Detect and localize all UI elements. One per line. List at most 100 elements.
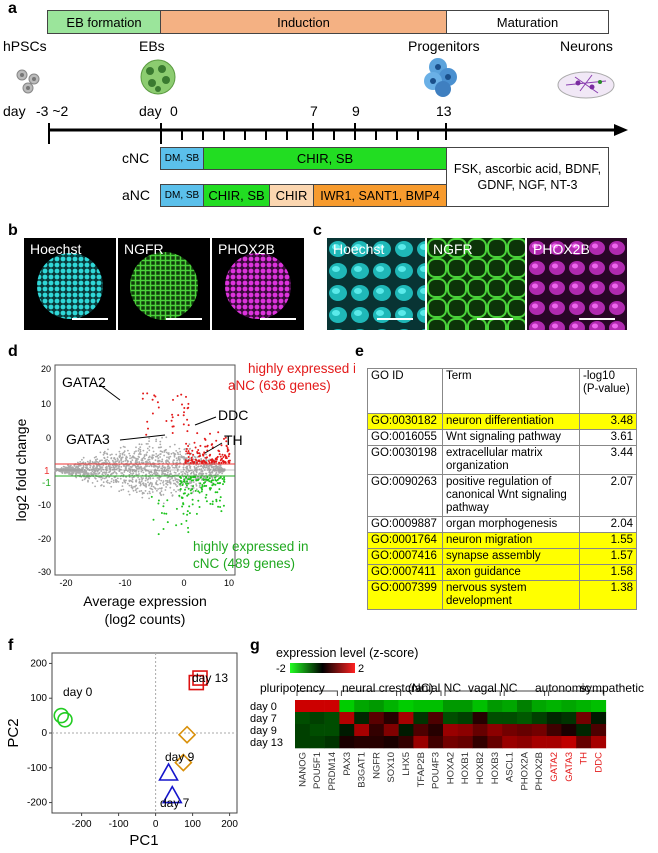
- ma-point-down: [186, 480, 188, 483]
- heatmap-cell: [561, 724, 577, 737]
- ma-point: [171, 464, 174, 467]
- ma-point: [209, 473, 212, 476]
- ma-point: [117, 459, 119, 461]
- ma-point: [115, 472, 118, 475]
- ma-point: [69, 465, 71, 468]
- micrograph-b-hoechst: Hoechst: [24, 238, 116, 330]
- panel-label-d: d: [8, 343, 18, 360]
- ma-point: [115, 468, 118, 471]
- ma-point: [200, 470, 203, 472]
- ma-point: [134, 485, 137, 488]
- ma-point: [123, 479, 125, 482]
- hm-col-label: HOXB3: [490, 752, 501, 784]
- ma-point: [182, 455, 185, 458]
- ma-point: [180, 471, 183, 473]
- ma-point-down: [187, 531, 190, 534]
- hm-group-bracket: [296, 690, 338, 696]
- ma-point: [95, 455, 97, 458]
- ma-point: [145, 465, 147, 468]
- ma-point-down: [157, 499, 160, 502]
- ma-point-down: [198, 506, 201, 508]
- ma-point-up: [210, 459, 212, 461]
- ma-point-up: [187, 450, 190, 453]
- ma-point: [135, 459, 137, 462]
- ma-point: [157, 457, 160, 459]
- ma-point: [159, 443, 162, 446]
- heatmap-cell: [502, 736, 518, 749]
- hm-col-label: TFAP2B: [416, 752, 427, 787]
- pca-plot: -200 -100 0 100 200 200 100 0 -100 -200 PC2 PC1 d…: [5, 652, 238, 849]
- ma-point: [161, 473, 163, 476]
- ma-point: [133, 451, 136, 453]
- ma-point: [129, 465, 132, 468]
- ma-point-up: [185, 448, 188, 450]
- ma-point: [139, 482, 142, 485]
- ma-point: [170, 491, 173, 494]
- ma-point: [173, 455, 176, 458]
- ma-point-down: [180, 523, 183, 525]
- ma-point: [110, 457, 113, 459]
- ma-point-up: [198, 460, 201, 463]
- ma-point: [208, 464, 211, 467]
- ma-point-up: [212, 459, 215, 462]
- heatmap-cell: [428, 700, 444, 713]
- ma-point-down: [175, 507, 178, 510]
- heatmap-cell: [354, 700, 370, 713]
- ma-point: [118, 450, 121, 453]
- ma-point: [108, 461, 111, 464]
- ma-point: [117, 465, 119, 467]
- ma-point: [150, 470, 153, 473]
- ma-point: [111, 464, 114, 467]
- ma-point: [108, 471, 110, 474]
- ma-point: [158, 459, 161, 462]
- go-header-id: GO ID: [367, 368, 443, 414]
- ma-point: [173, 489, 175, 491]
- ma-point-up: [190, 456, 193, 459]
- heatmap-cell: [576, 700, 592, 713]
- ma-point: [129, 460, 132, 463]
- ma-point-down: [205, 478, 208, 481]
- ma-point-down: [160, 512, 163, 514]
- ma-point: [171, 477, 173, 480]
- ma-point: [156, 483, 159, 486]
- stage-neurons: Neurons: [560, 38, 613, 54]
- ma-point: [169, 472, 172, 475]
- ma-point: [96, 480, 99, 483]
- ma-point: [135, 473, 138, 475]
- day-label-start: day: [3, 103, 26, 119]
- ma-point-up: [151, 412, 154, 415]
- heatmap-cell: [546, 712, 562, 725]
- ma-point: [114, 461, 117, 463]
- ma-point: [188, 443, 191, 446]
- heatmap-cell: [354, 724, 370, 737]
- ma-point-up: [165, 420, 168, 422]
- ma-point: [89, 460, 92, 463]
- eb-cluster-icon: [140, 59, 176, 95]
- ma-point: [102, 464, 105, 467]
- ma-point: [186, 457, 188, 459]
- ma-point: [141, 457, 144, 460]
- ma-point: [138, 448, 140, 450]
- ma-point: [67, 464, 69, 467]
- ma-point: [172, 459, 175, 462]
- scale-bar: [166, 318, 202, 320]
- ma-point: [116, 477, 119, 480]
- ma-point: [89, 465, 92, 467]
- go-id-cell: GO:0030198: [367, 445, 443, 475]
- micrograph-c-ngfr: NGFR: [427, 238, 525, 330]
- ma-point: [218, 470, 221, 473]
- ma-point-down: [219, 476, 222, 479]
- ma-point: [106, 453, 109, 456]
- ma-point: [152, 456, 154, 459]
- ma-point: [106, 458, 108, 461]
- ma-point: [151, 491, 154, 493]
- ma-point: [167, 467, 170, 470]
- day-minus-label: -3 ~2: [36, 103, 69, 119]
- ma-point: [139, 448, 142, 451]
- ma-point: [138, 478, 141, 481]
- ma-point: [137, 470, 140, 473]
- ma-point: [145, 485, 147, 488]
- hm-row-label: day 0: [250, 701, 277, 713]
- hm-col-label: B3GAT1: [357, 752, 368, 788]
- d-line-pos: 1: [44, 466, 50, 477]
